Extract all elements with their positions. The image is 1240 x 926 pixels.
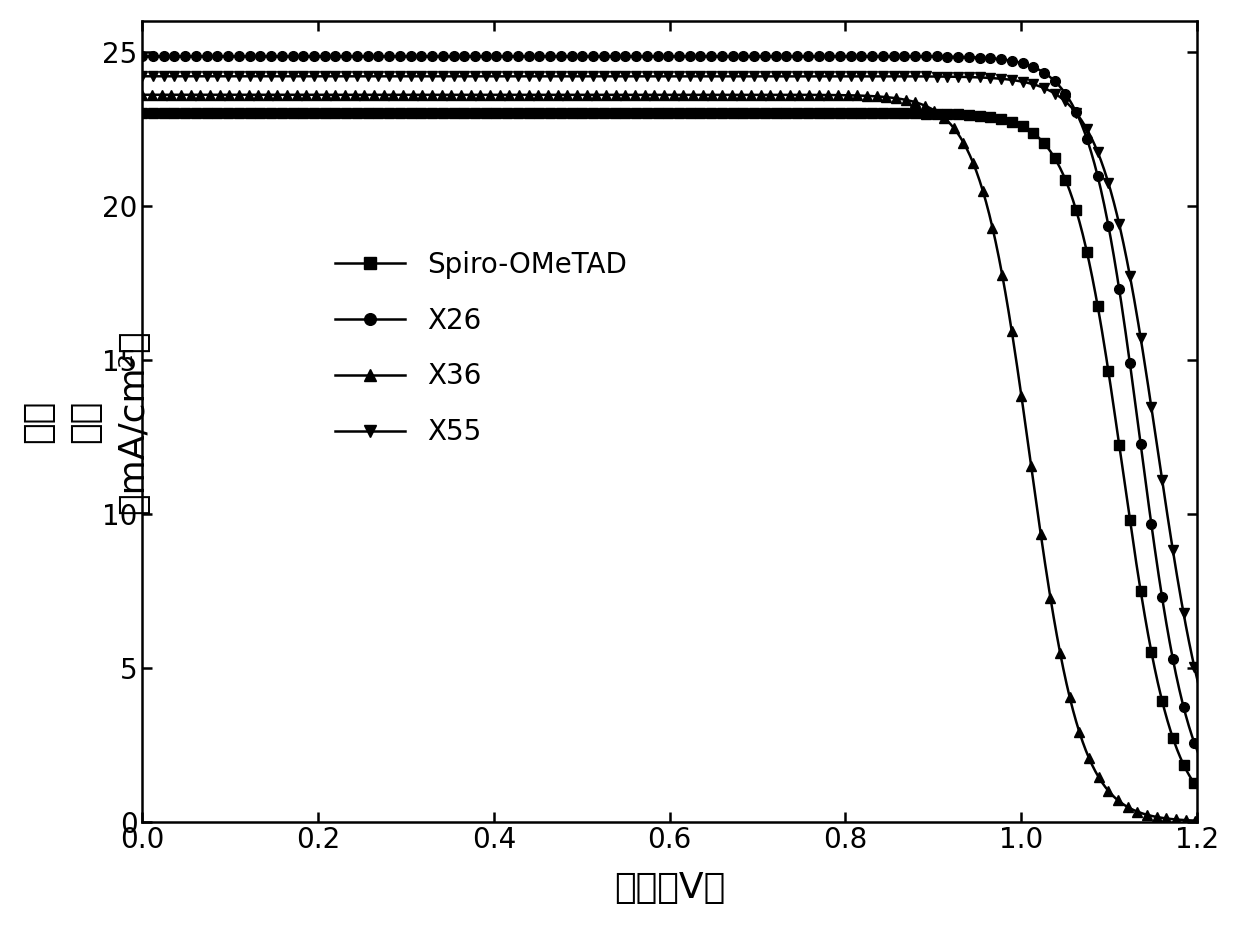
X36 — [991, 247, 1006, 258]
Legend: Spiro-OMeTAD, X26, X36, X55: Spiro-OMeTAD, X26, X36, X55 — [336, 251, 627, 446]
Line: Spiro-OMeTAD: Spiro-OMeTAD — [138, 108, 1220, 809]
X36 — [608, 89, 622, 100]
X26 — [1208, 779, 1223, 790]
Y-axis label: 电流
密度
（mA/cm²）: 电流 密度 （mA/cm²） — [21, 329, 150, 514]
X36 — [1208, 816, 1223, 827]
Line: X26: X26 — [138, 51, 1220, 789]
X55 — [244, 70, 259, 81]
X36 — [872, 91, 887, 102]
X36 — [135, 89, 150, 100]
Spiro-OMeTAD — [971, 110, 986, 121]
Spiro-OMeTAD — [872, 107, 887, 119]
X55 — [568, 70, 583, 81]
X36 — [971, 172, 986, 183]
Spiro-OMeTAD — [568, 107, 583, 119]
X55 — [135, 70, 150, 81]
Spiro-OMeTAD — [1208, 798, 1223, 809]
X26 — [872, 51, 887, 62]
X55 — [991, 73, 1006, 84]
X26 — [991, 54, 1006, 65]
X26 — [135, 51, 150, 62]
Line: X36: X36 — [138, 90, 1220, 826]
X55 — [872, 70, 887, 81]
Spiro-OMeTAD — [135, 107, 150, 119]
X-axis label: 电压（V）: 电压（V） — [614, 871, 725, 906]
Line: X55: X55 — [138, 71, 1220, 744]
X55 — [608, 70, 622, 81]
X26 — [971, 52, 986, 63]
X26 — [244, 51, 259, 62]
X55 — [971, 72, 986, 83]
X55 — [1208, 733, 1223, 745]
X36 — [244, 89, 259, 100]
X26 — [608, 51, 622, 62]
Spiro-OMeTAD — [991, 113, 1006, 124]
X26 — [568, 51, 583, 62]
X36 — [568, 89, 583, 100]
Spiro-OMeTAD — [244, 107, 259, 119]
Spiro-OMeTAD — [608, 107, 622, 119]
